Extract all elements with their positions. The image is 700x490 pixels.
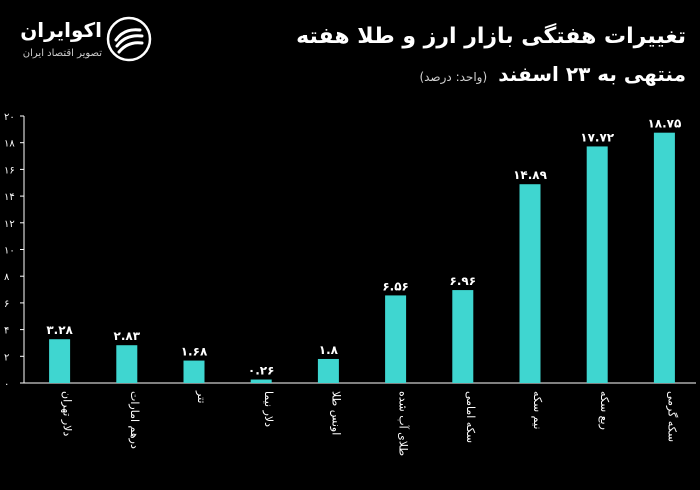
category-label: سکه امامی	[464, 391, 477, 443]
category-label: طلای آب شده	[397, 391, 411, 456]
category-labels-layer: دلار تهران درهم امارات تتر دلار نیما اونس طل…	[61, 390, 679, 456]
bar-value-label: ۶.۹۶	[450, 274, 477, 288]
bar-value-label: ۲.۸۳	[114, 329, 141, 343]
category-label: نیم سکه	[531, 391, 544, 429]
bar-value-label: ۱.۸	[319, 343, 339, 357]
category-label: اونس طلا	[329, 391, 342, 435]
y-ticks-layer: ۰ ۲ ۴ ۶ ۸ ۱۰ ۱۲ ۱۴ ۱۶ ۱۸ ۲۰	[4, 112, 24, 390]
y-tick-label: ۱۴	[4, 192, 15, 203]
bar-value-label: ۶.۵۶	[382, 279, 409, 293]
bar	[317, 358, 339, 383]
category-label: دلار تهران	[61, 391, 74, 436]
y-tick-label: ۱۰	[4, 246, 15, 257]
chart-subtitle: منتهی به ۲۳ اسفند (واحد: درصد)	[419, 62, 686, 86]
bar-value-label: ۰.۲۶	[248, 364, 275, 378]
bar	[183, 360, 205, 383]
subtitle-text: منتهی به ۲۳ اسفند	[498, 62, 686, 86]
y-tick-label: ۸	[4, 272, 10, 283]
bar-value-label: ۱۸.۷۵	[647, 117, 681, 131]
bar	[519, 184, 541, 383]
category-label: ربع سکه	[598, 391, 611, 430]
unit-note: (واحد: درصد)	[419, 70, 488, 84]
y-tick-label: ۱۶	[4, 165, 15, 176]
bar-value-label: ۱۴.۸۹	[513, 168, 548, 182]
bar	[586, 146, 608, 383]
bar	[653, 132, 675, 383]
category-label: تتر	[195, 390, 208, 403]
swirl-logo-icon	[106, 16, 152, 62]
bar	[116, 345, 138, 383]
bar	[452, 290, 474, 383]
brand-tagline: تصویر اقتصاد ایران	[22, 48, 102, 59]
y-tick-label: ۱۸	[4, 139, 15, 150]
category-label: سکه گرمی	[665, 391, 678, 442]
bar-value-label: ۱۷.۷۲	[580, 130, 615, 144]
y-tick-label: ۰	[4, 379, 9, 390]
y-tick-label: ۱۲	[4, 219, 15, 230]
chart-title: تغییرات هفتگی بازار ارز و طلا هفته	[296, 24, 686, 49]
bar	[49, 339, 71, 383]
bar-value-label: ۳.۲۸	[46, 323, 73, 337]
category-label: دلار نیما	[262, 391, 275, 427]
value-labels-layer: ۳.۲۸ ۲.۸۳ ۱.۶۸ ۰.۲۶ ۱.۸ ۶.۵۶ ۶.۹۶ ۱۴.۸۹ ۱۷.۷۲ ۱۸.…	[46, 117, 681, 378]
brand-name: اکوایران	[20, 18, 102, 42]
y-tick-label: ۲۰	[4, 112, 15, 123]
category-label: درهم امارات	[128, 391, 141, 449]
bar	[250, 379, 272, 383]
y-tick-label: ۲	[4, 352, 9, 363]
y-tick-label: ۴	[4, 326, 9, 337]
bars-layer	[49, 132, 675, 383]
brand-logo: اکوایران تصویر اقتصاد ایران	[6, 14, 156, 74]
y-tick-label: ۶	[4, 299, 9, 310]
bar	[385, 295, 407, 383]
bar-value-label: ۱.۶۸	[181, 345, 208, 359]
